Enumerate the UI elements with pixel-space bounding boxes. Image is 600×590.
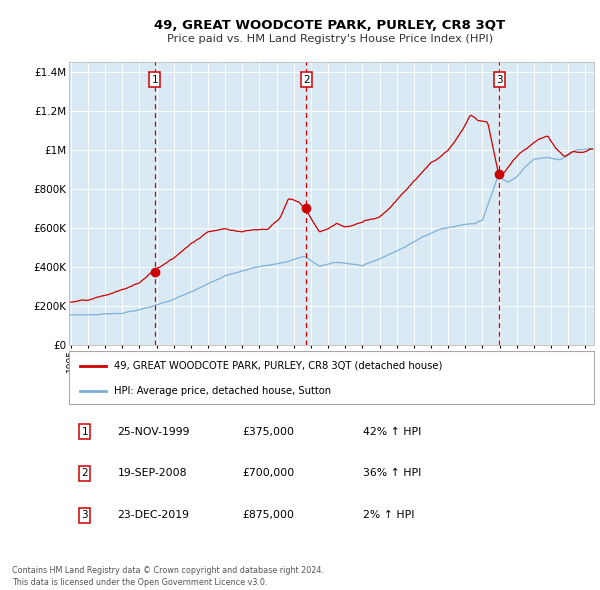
Text: 3: 3 [82, 510, 88, 520]
Text: 1: 1 [82, 427, 88, 437]
Text: Price paid vs. HM Land Registry's House Price Index (HPI): Price paid vs. HM Land Registry's House … [167, 34, 493, 44]
Text: 2% ↑ HPI: 2% ↑ HPI [363, 510, 415, 520]
Text: 2: 2 [82, 468, 88, 478]
Text: 2: 2 [303, 74, 310, 84]
Text: £700,000: £700,000 [242, 468, 295, 478]
Text: 25-NOV-1999: 25-NOV-1999 [117, 427, 189, 437]
Text: HPI: Average price, detached house, Sutton: HPI: Average price, detached house, Sutt… [113, 386, 331, 396]
Text: 36% ↑ HPI: 36% ↑ HPI [363, 468, 421, 478]
Text: £375,000: £375,000 [242, 427, 295, 437]
Text: Contains HM Land Registry data © Crown copyright and database right 2024.
This d: Contains HM Land Registry data © Crown c… [12, 566, 324, 587]
Text: 1: 1 [151, 74, 158, 84]
Text: £875,000: £875,000 [242, 510, 295, 520]
Text: 3: 3 [496, 74, 503, 84]
Text: 49, GREAT WOODCOTE PARK, PURLEY, CR8 3QT (detached house): 49, GREAT WOODCOTE PARK, PURLEY, CR8 3QT… [113, 361, 442, 371]
Text: 23-DEC-2019: 23-DEC-2019 [117, 510, 189, 520]
Text: 49, GREAT WOODCOTE PARK, PURLEY, CR8 3QT: 49, GREAT WOODCOTE PARK, PURLEY, CR8 3QT [154, 19, 506, 32]
Text: 19-SEP-2008: 19-SEP-2008 [118, 468, 188, 478]
Text: 42% ↑ HPI: 42% ↑ HPI [363, 427, 421, 437]
